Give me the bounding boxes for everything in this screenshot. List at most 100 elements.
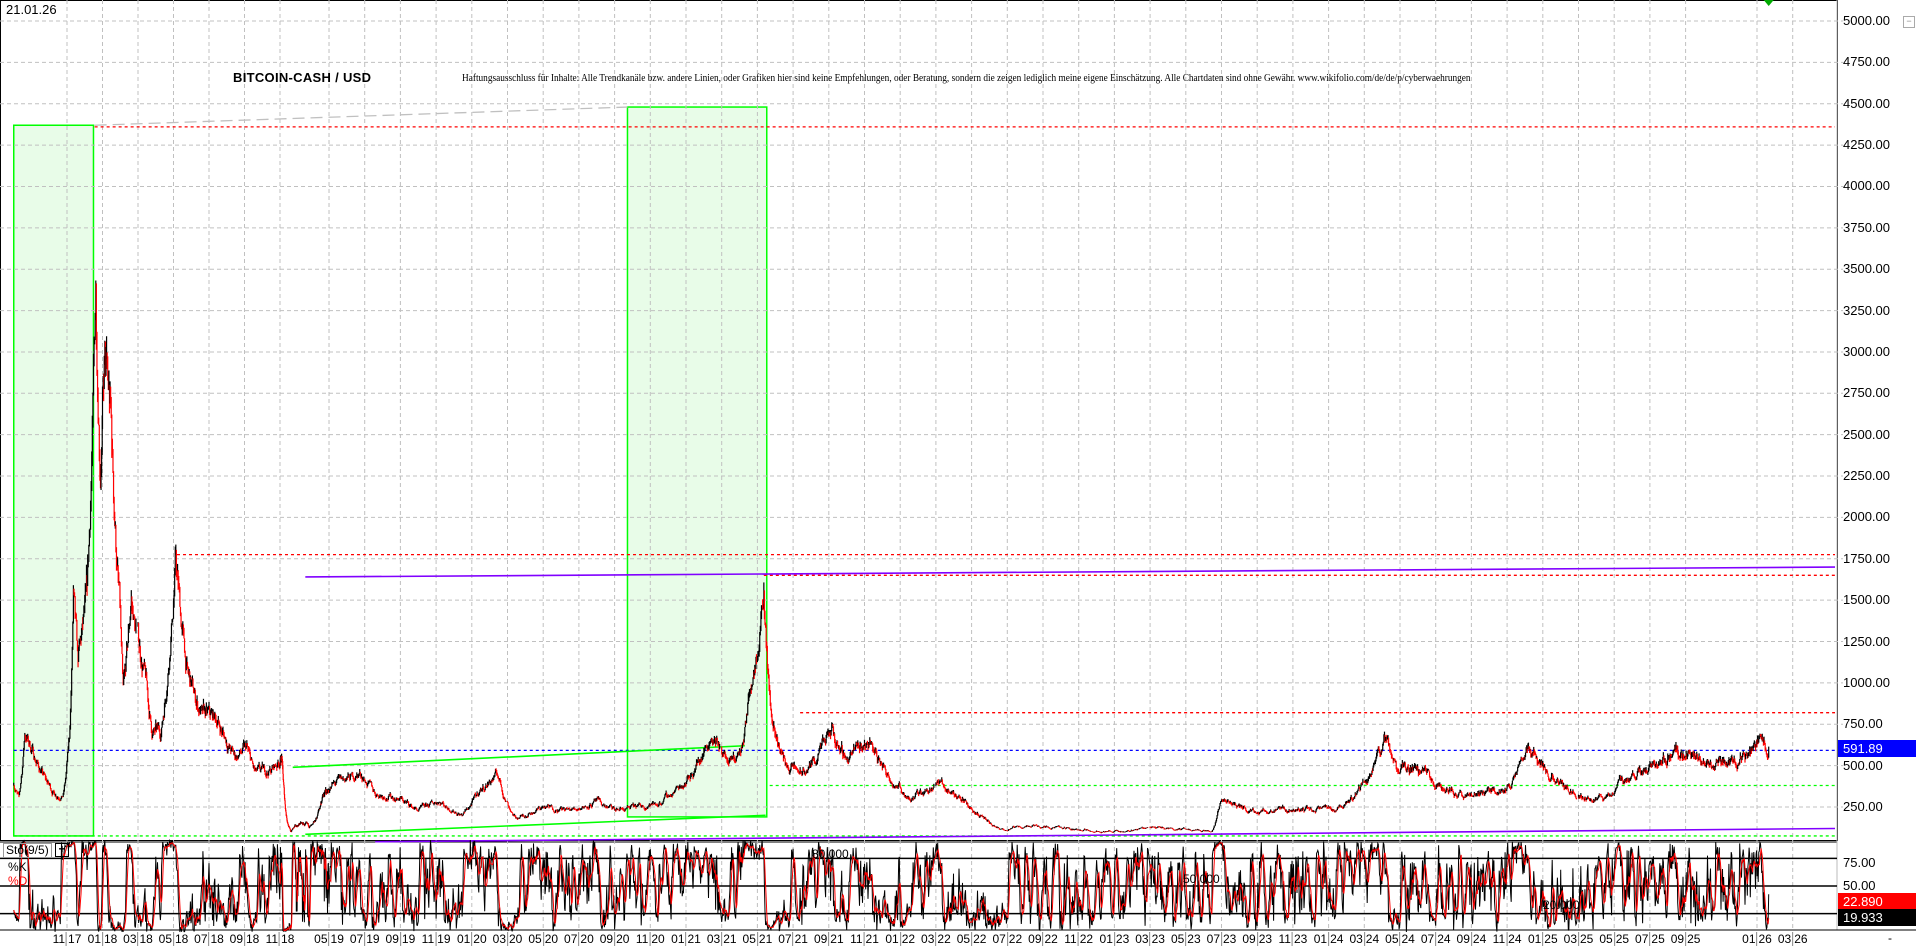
trendline bbox=[305, 814, 766, 836]
price-tick-label: 2250.00 bbox=[1843, 468, 1890, 484]
tick-mark bbox=[1649, 932, 1651, 946]
trendline bbox=[292, 744, 745, 769]
tick-year: 23 bbox=[1115, 932, 1130, 946]
time-tick-label: 03 24 bbox=[1349, 932, 1379, 946]
tick-year: 20 bbox=[473, 932, 487, 946]
tick-month: 11 bbox=[1492, 932, 1506, 946]
time-tick-label: 03 20 bbox=[492, 932, 522, 946]
tick-year: 25 bbox=[1687, 932, 1701, 946]
tick-mark bbox=[614, 932, 616, 946]
time-tick-label: 05 18 bbox=[159, 932, 188, 946]
tick-mark bbox=[66, 932, 68, 946]
tick-mark bbox=[364, 932, 366, 946]
k-value-badge: 19.933 bbox=[1838, 909, 1916, 926]
time-axis-end: - bbox=[1888, 931, 1892, 945]
d-value-badge: 22.890 bbox=[1838, 893, 1916, 910]
tick-year: 24 bbox=[1437, 932, 1451, 946]
tick-year: 20 bbox=[616, 932, 630, 946]
tick-year: 21 bbox=[758, 932, 773, 946]
tick-mark bbox=[1042, 932, 1044, 946]
time-tick-label: 11 20 bbox=[636, 932, 665, 946]
price-tick-label: 1000.00 bbox=[1843, 674, 1890, 690]
tick-month: 09 bbox=[229, 932, 243, 946]
tick-year: 24 bbox=[1472, 932, 1487, 946]
signal-marker-icon bbox=[1763, 0, 1774, 6]
tick-mark bbox=[1328, 932, 1330, 946]
tick-month: 07 bbox=[564, 932, 578, 946]
tick-mark bbox=[1185, 932, 1187, 946]
tick-mark bbox=[935, 932, 937, 946]
tick-month: 03 bbox=[1349, 932, 1363, 946]
tick-year: 22 bbox=[1008, 932, 1023, 946]
tick-month: 03 bbox=[1777, 932, 1792, 946]
time-tick-label: 05 25 bbox=[1599, 932, 1629, 946]
tick-month: 11 bbox=[1278, 932, 1291, 946]
tick-mark bbox=[173, 932, 174, 946]
sto-d-line bbox=[13, 841, 1770, 932]
tick-year: 26 bbox=[1794, 932, 1808, 946]
sto-level-label-20: 20.000 bbox=[1543, 898, 1580, 912]
tick-month: 03 bbox=[921, 932, 935, 946]
tick-mark bbox=[435, 932, 437, 946]
tick-mark bbox=[1792, 932, 1794, 946]
time-tick-label: 01 26 bbox=[1742, 932, 1772, 946]
tick-year: 25 bbox=[1615, 932, 1630, 946]
tick-mark bbox=[1435, 932, 1437, 946]
tick-year: 18 bbox=[246, 932, 260, 946]
time-tick-label: 09 18 bbox=[229, 932, 260, 946]
tick-mark bbox=[649, 932, 651, 946]
tick-year: 23 bbox=[1187, 932, 1201, 946]
tick-month: 09 bbox=[1242, 932, 1256, 946]
tick-month: 07 bbox=[778, 932, 792, 946]
tick-month: 05 bbox=[956, 932, 971, 946]
time-tick-label: 03 23 bbox=[1135, 932, 1165, 946]
tick-mark bbox=[137, 932, 139, 946]
sto-level-label-50: 50.000 bbox=[1183, 872, 1220, 886]
trendline bbox=[305, 566, 1836, 578]
tick-month: 09 bbox=[1028, 932, 1042, 946]
time-tick-label: 01 21 bbox=[671, 932, 701, 946]
tick-year: 23 bbox=[1258, 932, 1273, 946]
time-tick-label: 03 26 bbox=[1778, 932, 1808, 946]
time-tick-label: 11 21 bbox=[850, 932, 879, 946]
tick-year: 25 bbox=[1544, 932, 1558, 946]
tick-month: 01 bbox=[1313, 932, 1328, 946]
tick-month: 03 bbox=[1563, 932, 1577, 946]
tick-month: 03 bbox=[123, 932, 137, 946]
tick-month: 03 bbox=[492, 932, 506, 946]
tick-year: 20 bbox=[580, 932, 594, 946]
tick-month: 05 bbox=[1170, 932, 1185, 946]
tick-year: 22 bbox=[937, 932, 951, 946]
highlight-zone bbox=[13, 124, 95, 837]
price-tick-label: 2000.00 bbox=[1843, 509, 1890, 525]
tick-year: 24 bbox=[1401, 932, 1415, 946]
add-indicator-button[interactable]: + bbox=[55, 843, 69, 857]
time-tick-label: 11 23 bbox=[1278, 932, 1307, 946]
tick-year: 25 bbox=[1651, 932, 1665, 946]
tick-month: 09 bbox=[1456, 932, 1470, 946]
tick-mark bbox=[1363, 932, 1365, 946]
time-tick-label: 03 25 bbox=[1563, 932, 1594, 946]
tick-month: 01 bbox=[1099, 932, 1113, 946]
chart-title: BITCOIN-CASH / USD bbox=[233, 70, 372, 85]
collapse-icon[interactable]: − bbox=[1903, 16, 1915, 28]
tick-month: 01 bbox=[885, 932, 899, 946]
price-tick-label: 3250.00 bbox=[1843, 302, 1890, 318]
time-tick-label: 01 18 bbox=[88, 932, 117, 946]
time-tick-label: 07 20 bbox=[564, 932, 594, 946]
tick-year: 25 bbox=[1580, 932, 1594, 946]
tick-mark bbox=[828, 932, 830, 946]
tick-month: 05 bbox=[528, 932, 542, 946]
tick-year: 22 bbox=[1079, 932, 1094, 946]
tick-mark bbox=[507, 932, 508, 946]
tick-month: 11 bbox=[1064, 932, 1077, 946]
tick-month: 11 bbox=[52, 932, 66, 946]
time-tick-label: 11 22 bbox=[1064, 932, 1093, 946]
tick-month: 05 bbox=[314, 932, 328, 946]
tick-mark bbox=[102, 932, 103, 946]
time-tick-label: 05 20 bbox=[528, 932, 558, 946]
stochastic-label[interactable]: Sto(9/5) bbox=[3, 843, 52, 858]
trendline bbox=[94, 106, 628, 126]
tick-month: 07 bbox=[1420, 932, 1435, 946]
